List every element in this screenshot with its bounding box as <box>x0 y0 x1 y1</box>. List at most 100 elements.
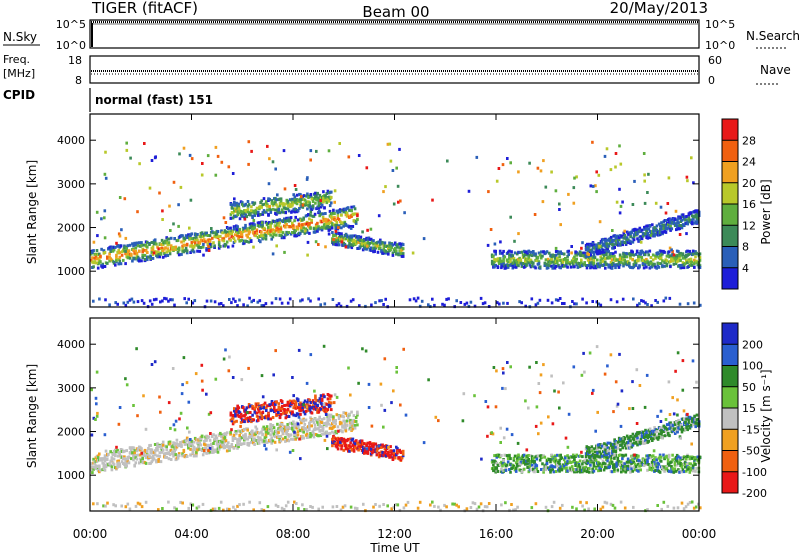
data-cell <box>540 468 543 471</box>
data-cell <box>125 246 128 250</box>
data-cell <box>151 245 155 249</box>
data-cell <box>621 243 624 247</box>
data-cell <box>394 503 398 507</box>
data-cell <box>620 465 623 469</box>
colorbar-swatch <box>722 225 738 247</box>
data-cell <box>209 508 213 512</box>
data-cell <box>518 256 521 260</box>
data-cell <box>292 413 295 417</box>
date-title: 20/May/2013 <box>610 0 708 17</box>
data-cell <box>138 249 141 253</box>
data-cell <box>191 301 195 305</box>
data-cell <box>190 241 194 244</box>
data-cell <box>690 500 694 504</box>
data-cell <box>383 451 387 455</box>
data-cell <box>119 262 123 266</box>
data-cell <box>281 437 285 441</box>
data-cell <box>211 435 214 438</box>
data-cell <box>675 228 678 232</box>
data-cell <box>165 445 168 449</box>
data-cell <box>682 266 686 270</box>
data-cell <box>241 434 245 438</box>
data-cell <box>340 213 343 217</box>
data-cell <box>130 449 133 453</box>
data-cell <box>179 441 182 444</box>
noise-left-tick-top: 10^5 <box>56 18 86 31</box>
data-cell <box>357 441 360 445</box>
data-cell <box>467 189 471 193</box>
nave-label: Nave <box>760 63 791 77</box>
data-cell <box>159 300 162 304</box>
data-cell <box>279 225 283 229</box>
data-cell <box>348 449 351 453</box>
data-cell <box>612 252 615 256</box>
data-cell <box>359 235 363 239</box>
data-cell <box>244 412 247 416</box>
radar-title: TIGER (fitACF) <box>91 0 198 17</box>
data-cell <box>385 245 389 248</box>
data-cell <box>530 455 534 459</box>
data-cell <box>109 250 112 253</box>
data-cell <box>355 507 359 511</box>
data-cell <box>316 198 319 202</box>
data-cell <box>639 235 643 239</box>
data-cell <box>277 208 281 212</box>
data-cell <box>161 218 164 221</box>
data-cell <box>277 227 280 231</box>
data-cell <box>264 439 268 443</box>
data-cell <box>330 190 333 194</box>
data-cell <box>612 463 615 467</box>
data-cell <box>231 172 235 175</box>
data-cell <box>604 257 607 261</box>
data-cell <box>151 248 155 252</box>
data-cell <box>551 266 554 270</box>
data-cell <box>172 180 176 184</box>
data-cell <box>126 502 130 506</box>
data-cell <box>696 217 700 221</box>
colorbar-tick-label: 16 <box>742 198 756 211</box>
data-cell <box>562 464 566 468</box>
data-cell <box>230 206 234 210</box>
data-cell <box>536 166 540 170</box>
data-cell <box>387 250 390 254</box>
data-cell <box>229 203 233 206</box>
data-cell <box>506 301 509 305</box>
colorbar-tick-label: 4 <box>742 262 749 275</box>
data-cell <box>192 454 196 458</box>
data-cell <box>567 192 570 196</box>
data-cell <box>277 230 280 234</box>
data-cell <box>634 261 638 264</box>
data-cell <box>168 440 172 444</box>
data-cell <box>593 256 597 260</box>
data-cell <box>692 181 695 185</box>
data-cell <box>642 299 645 303</box>
data-cell <box>317 434 320 438</box>
data-cell <box>493 265 496 269</box>
data-cell <box>591 242 595 246</box>
data-cell <box>517 170 520 174</box>
data-cell <box>505 463 509 467</box>
data-cell <box>330 430 334 434</box>
data-cell <box>103 216 106 220</box>
data-cell <box>248 237 252 241</box>
data-cell <box>606 247 610 251</box>
data-cell <box>243 420 246 424</box>
data-cell <box>560 467 564 471</box>
data-cell <box>299 429 302 432</box>
data-cell <box>272 233 276 237</box>
data-cell <box>233 420 236 424</box>
data-cell <box>512 464 516 468</box>
data-cell <box>156 448 159 452</box>
data-cell <box>594 458 598 462</box>
data-cell <box>612 243 615 247</box>
data-cell <box>617 238 621 242</box>
data-cell <box>386 142 390 146</box>
data-cell <box>337 417 341 420</box>
data-cell <box>184 246 188 250</box>
data-cell <box>651 223 654 227</box>
data-cell <box>314 225 318 229</box>
data-cell <box>236 504 239 508</box>
data-cell <box>251 214 254 218</box>
data-cell <box>351 427 355 431</box>
data-cell <box>566 459 569 463</box>
